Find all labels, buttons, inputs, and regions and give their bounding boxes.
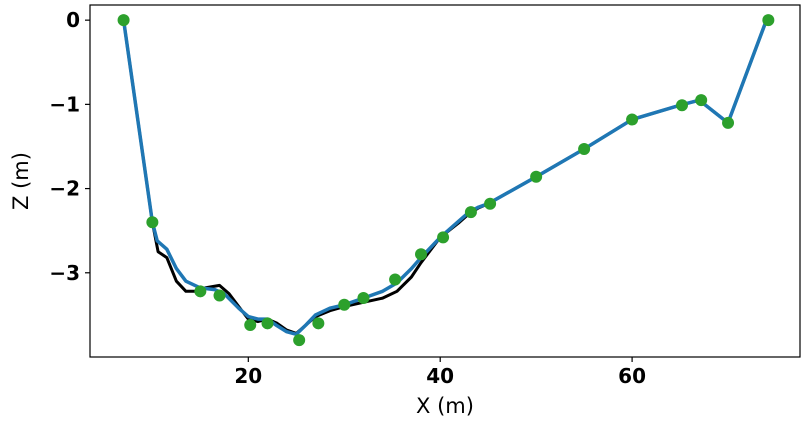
y-tick-label: −3: [49, 261, 80, 285]
reference-profile-line: [122, 18, 768, 335]
series-layer: [117, 14, 775, 347]
survey-point: [530, 170, 543, 183]
y-axis-label: Z (m): [9, 152, 33, 210]
survey-point: [357, 292, 370, 305]
survey-point: [338, 298, 351, 311]
survey-point: [762, 14, 775, 27]
survey-point: [722, 116, 735, 129]
survey-point: [415, 248, 428, 261]
plot-frame: [89, 4, 801, 358]
survey-point: [484, 197, 497, 210]
x-tick-label: 40: [426, 364, 454, 388]
survey-point: [437, 231, 450, 244]
survey-point: [261, 317, 274, 330]
y-tick-label: 0: [66, 8, 80, 32]
survey-point: [389, 273, 402, 286]
survey-point: [626, 113, 639, 126]
survey-point: [244, 319, 257, 331]
survey-point: [695, 94, 708, 107]
survey-point: [117, 14, 130, 27]
x-axis-label: X (m): [416, 394, 474, 418]
survey-point: [578, 143, 591, 155]
survey-point: [194, 285, 207, 298]
y-tick-label: −1: [49, 92, 80, 116]
x-tick-label: 60: [618, 364, 646, 388]
x-tick-label: 20: [234, 364, 262, 388]
survey-point: [293, 334, 306, 347]
survey-point: [213, 289, 226, 302]
survey-point: [464, 206, 477, 219]
survey-point: [675, 99, 688, 112]
y-axis-ticks: 0 −1 −2 −3: [49, 8, 90, 285]
survey-point: [312, 317, 325, 330]
y-tick-label: −2: [49, 177, 80, 201]
survey-point: [146, 216, 159, 229]
x-axis-ticks: 20 40 60: [234, 357, 646, 388]
